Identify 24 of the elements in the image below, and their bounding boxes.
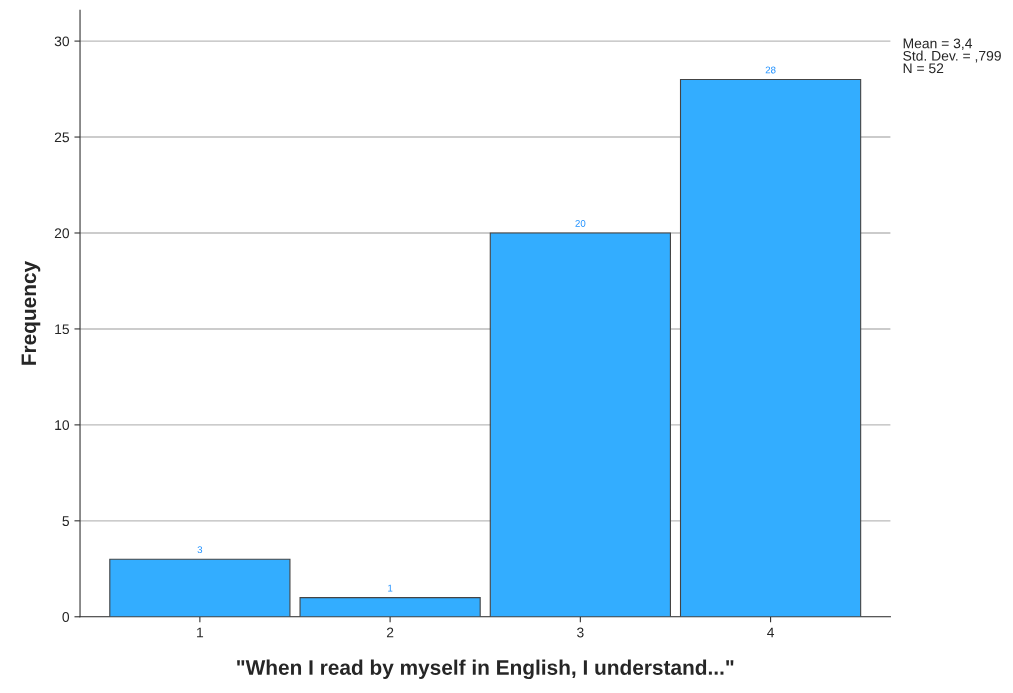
y-tick-label: 10: [55, 420, 70, 431]
x-tick-label: 1: [197, 627, 204, 638]
text: Mean = 3,4: [903, 38, 973, 50]
y-axis-title: Frequency: [21, 261, 41, 365]
y-tick-label: 30: [54, 36, 70, 47]
y-tick-label: 0: [62, 612, 70, 622]
data-label: 28: [765, 66, 776, 74]
x-tick-label: 4: [767, 627, 775, 638]
data-label: 3: [197, 546, 203, 554]
y-tick-label: 20: [54, 228, 70, 239]
data-label: 20: [575, 220, 586, 227]
bar: [109, 558, 291, 617]
bar: [489, 232, 671, 617]
x-tick-label: 2: [386, 627, 394, 638]
data-label: 1: [388, 584, 393, 592]
bar: [299, 597, 481, 617]
text: N = 52: [903, 63, 944, 74]
y-tick-label: 25: [54, 132, 70, 143]
x-tick-label: 3: [577, 627, 584, 638]
text: Std. Dev. = ,799: [903, 50, 1001, 63]
x-axis-title: "When I read by myself in English, I understand...": [237, 659, 734, 680]
y-tick-label: 5: [62, 516, 70, 526]
bar: [679, 78, 862, 617]
y-tick-label: 15: [55, 324, 70, 335]
